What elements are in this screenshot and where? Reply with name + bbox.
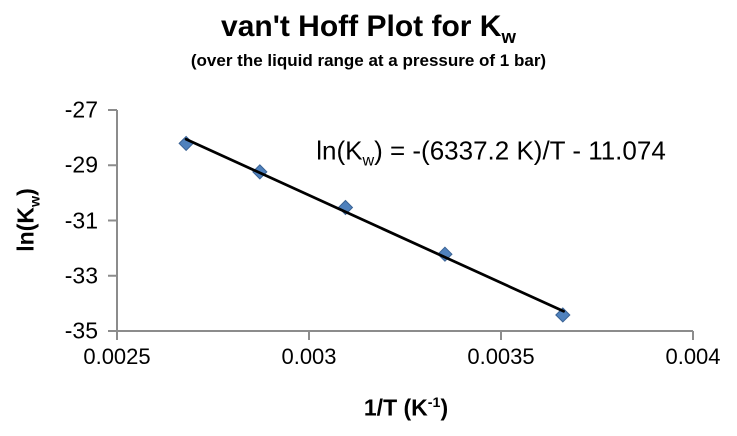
x-axis-title-superscript: -1 [427, 394, 441, 411]
y-tick-label: -29 [64, 151, 98, 178]
x-tick-label: 0.0035 [467, 344, 535, 369]
y-tick-label: -31 [64, 207, 98, 233]
chart-title-subscript: w [501, 26, 516, 47]
chart-title: van't Hoff Plot for Kw [0, 10, 737, 47]
trendline-equation: ln(Kw) = -(6337.2 K)/T - 11.074 [316, 135, 666, 170]
equation-text: ) = -(6337.2 K)/T - 11.074 [374, 135, 666, 166]
x-tick-label: 0.003 [281, 344, 337, 369]
x-tick-label: 0.004 [665, 344, 721, 369]
x-axis-title-text: ) [440, 394, 449, 421]
data-point-marker [555, 307, 571, 323]
y-tick-label: -33 [64, 262, 98, 289]
y-axis-title-subscript: w [27, 195, 44, 208]
x-tick-label: 0.0025 [83, 344, 151, 369]
x-axis-title: 1/T (K-1) [364, 395, 448, 422]
data-point-marker [437, 246, 453, 262]
chart-title-text: van't Hoff Plot for K [221, 10, 502, 43]
y-tick-label: -27 [64, 96, 98, 123]
equation-subscript: w [362, 151, 375, 170]
y-tick-label: -35 [64, 317, 98, 344]
equation-text: ln(K [316, 135, 363, 166]
x-axis-title-text: 1/T (K [363, 394, 428, 421]
y-axis-title-text: ) [12, 188, 39, 196]
trendline [184, 137, 565, 313]
chart-subtitle: (over the liquid range at a pressure of … [190, 51, 547, 70]
